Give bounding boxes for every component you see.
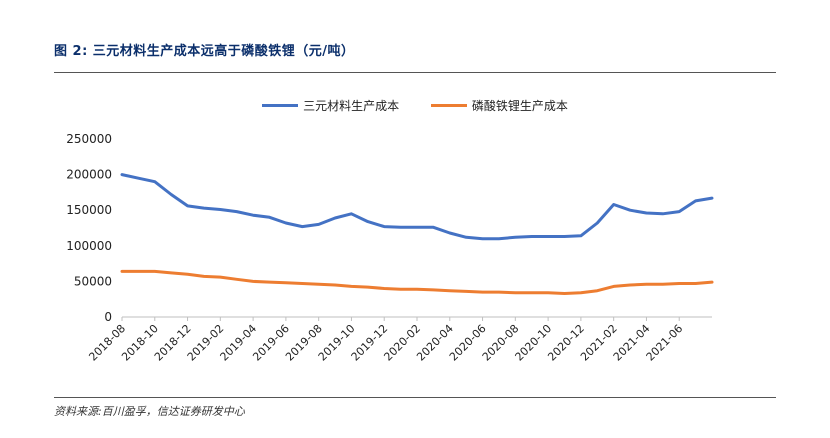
legend-item-series-0: 三元材料生产成本 — [262, 97, 399, 114]
y-tick-label: 50000 — [74, 274, 112, 288]
x-tick-label: 2021-06 — [644, 322, 686, 364]
legend-swatch-series-1 — [430, 104, 467, 107]
chart-series — [120, 173, 714, 295]
series-line-0 — [120, 173, 714, 241]
legend-label-series-0: 三元材料生产成本 — [303, 99, 400, 113]
top-rule — [54, 72, 776, 73]
y-tick-label: 0 — [104, 310, 112, 324]
y-tick-label: 150000 — [66, 203, 112, 217]
legend-item-series-1: 磷酸铁锂生产成本 — [430, 97, 568, 114]
y-tick-label: 100000 — [66, 239, 112, 253]
source-note: 资料来源:百川盈孚，信达证券研发中心 — [54, 405, 245, 418]
chart-legend: 三元材料生产成本 磷酸铁锂生产成本 — [0, 96, 830, 114]
bottom-rule — [54, 397, 776, 398]
figure-title: 图 2: 三元材料生产成本远高于磷酸铁锂（元/吨） — [54, 44, 355, 59]
y-tick-label: 200000 — [66, 168, 112, 182]
series-line-1 — [120, 269, 714, 295]
legend-label-series-1: 磷酸铁锂生产成本 — [471, 99, 568, 113]
y-tick-label: 250000 — [66, 132, 112, 146]
chart-axes: 2500002000001500001000005000002018-08201… — [66, 132, 712, 364]
legend-swatch-series-0 — [262, 104, 299, 107]
